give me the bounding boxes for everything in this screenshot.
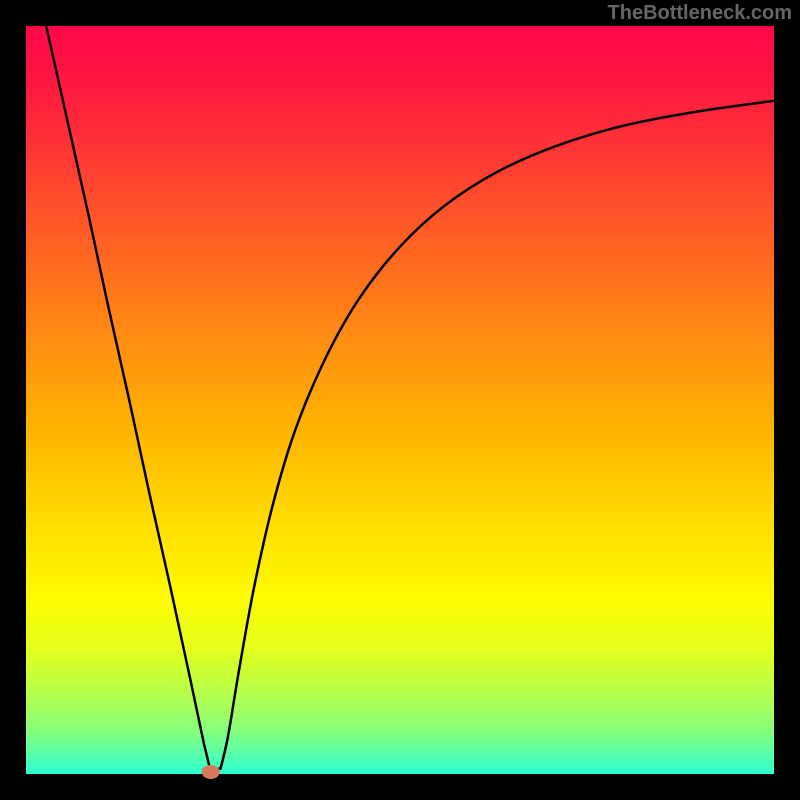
minimum-marker [0, 0, 800, 800]
chart-frame: TheBottleneck.com [0, 0, 800, 800]
watermark-text: TheBottleneck.com [608, 2, 792, 25]
